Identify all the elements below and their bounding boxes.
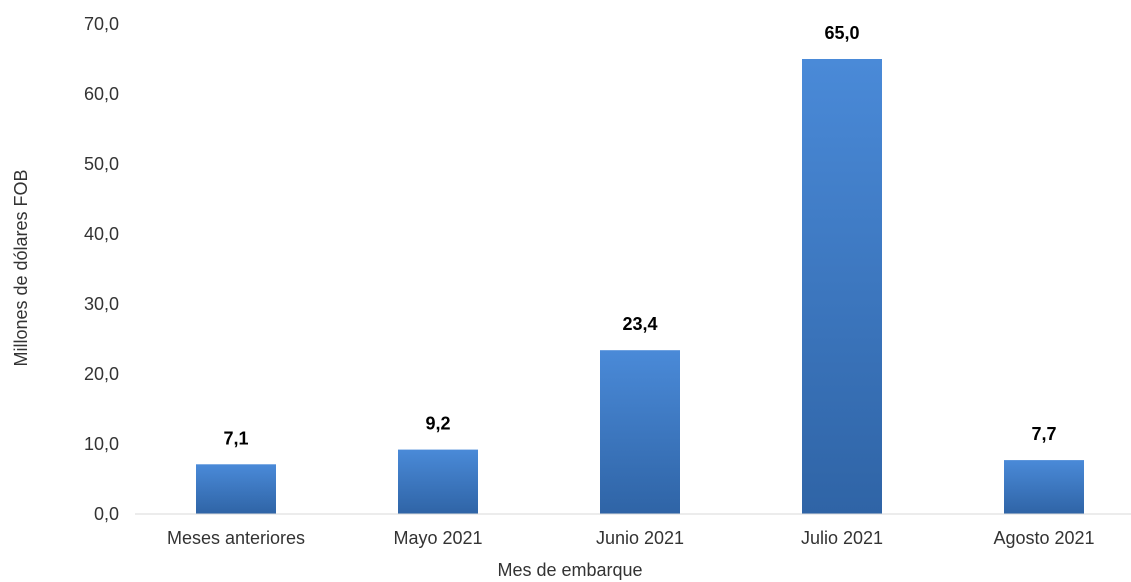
- x-category-label: Meses anteriores: [167, 528, 305, 548]
- y-tick-label: 60,0: [84, 84, 119, 104]
- x-axis-categories: Meses anteriores Mayo 2021 Junio 2021 Julio…: [167, 528, 1095, 548]
- data-labels: 7,1 9,2 23,4 65,0 7,7: [223, 23, 1056, 448]
- bar: [196, 464, 276, 514]
- y-tick-label: 70,0: [84, 14, 119, 34]
- bar: [398, 449, 478, 514]
- x-axis-title: Mes de embarque: [497, 560, 642, 580]
- bar-data-label: 7,1: [223, 428, 248, 448]
- y-tick-label: 30,0: [84, 294, 119, 314]
- bar-series: [196, 59, 1084, 514]
- bar-data-label: 23,4: [622, 314, 657, 334]
- bar-data-label: 7,7: [1031, 424, 1056, 444]
- bar-data-label: 65,0: [824, 23, 859, 43]
- x-category-label: Junio 2021: [596, 528, 684, 548]
- y-axis-title: Millones de dólares FOB: [11, 169, 31, 366]
- bar-data-label: 9,2: [425, 414, 450, 434]
- bar: [802, 59, 882, 514]
- y-tick-label: 10,0: [84, 434, 119, 454]
- y-axis-ticks: 0,0 10,0 20,0 30,0 40,0 50,0 60,0 70,0: [84, 14, 119, 524]
- x-category-label: Julio 2021: [801, 528, 883, 548]
- y-tick-label: 20,0: [84, 364, 119, 384]
- bar: [1004, 460, 1084, 514]
- bar: [600, 350, 680, 514]
- y-tick-label: 40,0: [84, 224, 119, 244]
- x-category-label: Mayo 2021: [393, 528, 482, 548]
- y-tick-label: 0,0: [94, 504, 119, 524]
- y-tick-label: 50,0: [84, 154, 119, 174]
- x-category-label: Agosto 2021: [993, 528, 1094, 548]
